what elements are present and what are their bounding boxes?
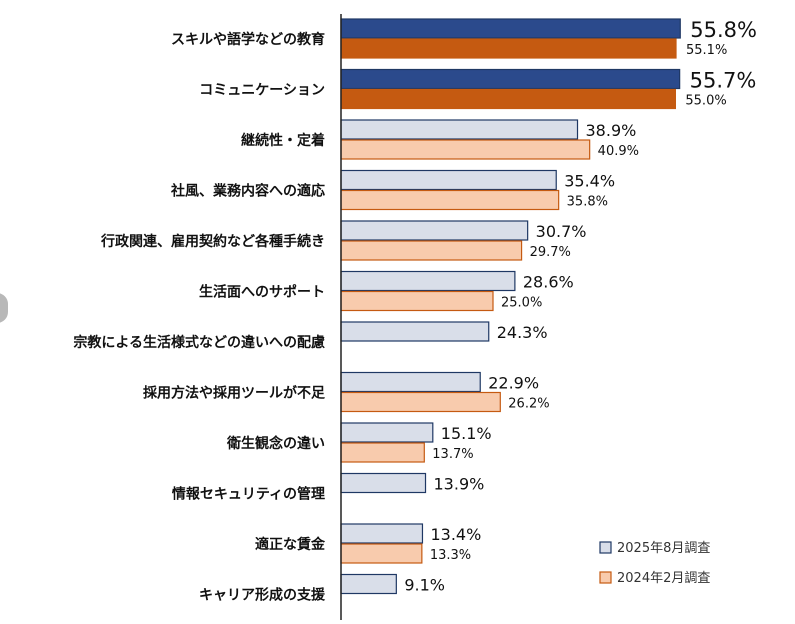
category-label: 情報セキュリティの管理 [172, 486, 325, 503]
scroll-handle[interactable] [0, 293, 8, 323]
category-label: 適正な賃金 [255, 536, 326, 553]
value-label-2025: 22.9% [488, 374, 539, 393]
category-label: コミュニケーション [199, 83, 325, 99]
value-label-2025: 13.9% [434, 475, 485, 494]
value-label-2025: 55.7% [690, 69, 757, 93]
bar-2024 [340, 189, 560, 211]
value-label-2025: 9.1% [404, 576, 445, 595]
category-label: 衛生観念の違い [226, 435, 325, 452]
category-label: 継続性・定着 [241, 132, 325, 149]
value-label-2024: 25.0% [501, 296, 542, 311]
bar-2025 [340, 220, 529, 241]
value-label-2025: 15.1% [441, 424, 492, 443]
value-label-2025: 38.9% [586, 121, 637, 140]
bar-2025 [340, 169, 557, 191]
bar-2024 [340, 543, 423, 564]
legend-label-2024: 2024年2月調査 [617, 571, 710, 586]
value-label-2025: 28.6% [523, 273, 574, 292]
value-label-2024: 40.9% [598, 144, 639, 159]
category-label: キャリア形成の支援 [199, 587, 326, 604]
bar-2025 [340, 321, 490, 342]
bar-2024 [340, 38, 677, 59]
bar-2025 [340, 371, 481, 393]
bar-2024 [340, 139, 591, 160]
legend-swatch-2024 [599, 571, 612, 584]
bar-2025 [340, 119, 579, 140]
value-label-2025: 55.8% [690, 18, 757, 42]
value-label-2024: 55.1% [686, 43, 727, 58]
bar-2024 [340, 88, 676, 110]
value-label-2024: 26.2% [508, 397, 549, 412]
value-label-2024: 13.3% [430, 548, 471, 563]
category-label: 採用方法や採用ツールが不足 [143, 385, 326, 402]
value-label-2024: 29.7% [530, 245, 571, 260]
legend-label-2025: 2025年8月調査 [617, 541, 710, 556]
bar-2024 [340, 240, 523, 261]
category-label: 生活面へのサポート [199, 284, 325, 301]
value-label-2025: 35.4% [564, 172, 615, 191]
value-label-2024: 55.0% [685, 94, 726, 109]
value-label-2025: 13.4% [430, 525, 481, 544]
bar-2025 [340, 573, 397, 595]
category-label: 行政関連、雇用契約など各種手続き [100, 233, 325, 250]
bar-2025 [340, 472, 427, 494]
bar-2025 [340, 18, 681, 39]
bar-2025 [340, 270, 516, 292]
value-label-2024: 13.7% [432, 447, 473, 462]
category-label: 宗教による生活様式などの違いへの配慮 [73, 334, 325, 351]
value-label-2024: 35.8% [567, 195, 608, 210]
category-label: スキルや語学などの教育 [171, 31, 325, 48]
bar-2025 [340, 68, 681, 90]
bar-2025 [340, 523, 424, 544]
legend-swatch-2025 [599, 541, 612, 554]
bar-2024 [340, 391, 501, 413]
category-label: 社風、業務内容への適応 [170, 183, 325, 200]
bar-2024 [340, 290, 494, 312]
bar-2024 [340, 442, 425, 463]
value-label-2025: 24.3% [497, 323, 548, 342]
value-label-2025: 30.7% [536, 222, 587, 241]
bar-2025 [340, 422, 434, 443]
